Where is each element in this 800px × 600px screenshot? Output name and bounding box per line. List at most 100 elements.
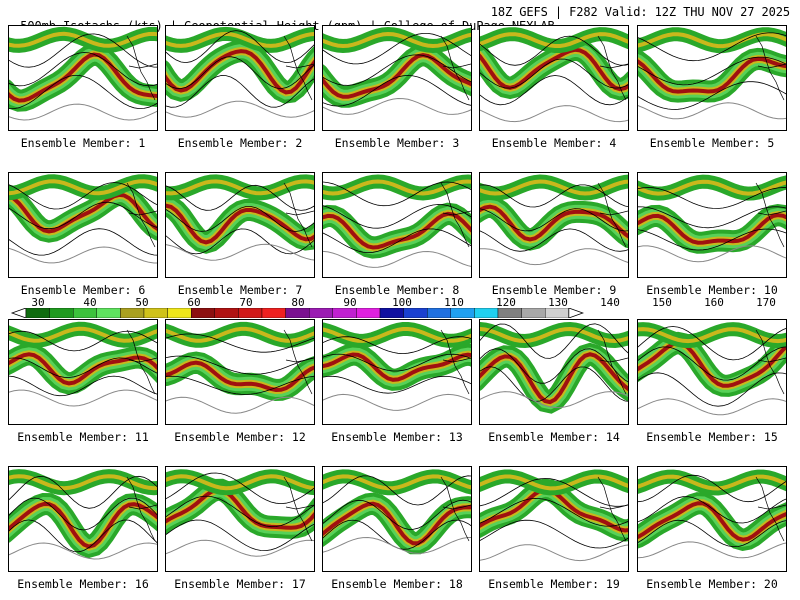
isotach-band [638, 32, 786, 49]
height-contour [323, 204, 471, 229]
ensemble-member-label: Ensemble Member: 17 [174, 577, 306, 591]
coastline [597, 329, 628, 395]
height-contour [638, 326, 786, 361]
colorbar-swatch [450, 308, 475, 318]
colorbar-swatch [309, 308, 334, 318]
height-contour [638, 398, 786, 416]
isotach-band [638, 179, 786, 196]
height-contour [166, 100, 314, 118]
height-contour [166, 539, 314, 557]
ensemble-member-map [322, 25, 472, 131]
height-contour [480, 248, 628, 266]
isotach-band [638, 213, 786, 245]
isotach-band [480, 352, 628, 405]
coastline [283, 182, 314, 248]
ensemble-member-map [479, 25, 629, 131]
isotach-band [480, 474, 628, 491]
colorbar-swatch [25, 308, 50, 318]
height-contour [323, 375, 471, 394]
height-contour [9, 330, 157, 352]
height-contour [480, 208, 628, 232]
isotach-band [323, 211, 471, 250]
isotach-band [480, 326, 628, 344]
isotach-band [323, 352, 471, 382]
colorbar-tick-label: 120 [496, 296, 516, 309]
ensemble-member-label: Ensemble Member: 19 [488, 577, 620, 591]
height-contour [480, 228, 628, 252]
height-contour [9, 475, 157, 509]
isotach-band [480, 204, 628, 242]
isotach-band [323, 474, 471, 491]
colorbar-swatches [10, 308, 584, 318]
colorbar-tick-label: 80 [291, 296, 305, 309]
height-contour [480, 366, 628, 402]
map-title: 500mb Isotachs (kts) | Geopotential Heig… [6, 5, 796, 33]
coastline [283, 35, 314, 101]
isotach-band [166, 326, 314, 343]
coastline [755, 329, 786, 395]
height-contour [9, 75, 157, 110]
colorbar-swatch [332, 308, 357, 318]
colorbar-tick-label: 90 [343, 296, 357, 309]
coastline [440, 476, 471, 542]
ensemble-member-label: Ensemble Member: 3 [334, 136, 460, 150]
ensemble-member-map [322, 319, 472, 425]
ensemble-member-map [637, 466, 787, 572]
colorbar-swatch [238, 308, 263, 318]
coastline [126, 329, 157, 395]
isotach-band [638, 474, 786, 491]
isotach-band [323, 327, 471, 343]
height-contour [638, 32, 786, 62]
height-contour [638, 372, 786, 407]
height-contour [9, 375, 157, 397]
ensemble-member-map [8, 25, 158, 131]
coastline [755, 35, 786, 101]
ensemble-member-map [479, 172, 629, 278]
height-contour [323, 536, 471, 554]
isotach-band [9, 501, 157, 549]
colorbar-swatch [96, 308, 121, 318]
height-contour [9, 103, 157, 121]
colorbar-tick-label: 150 [652, 296, 672, 309]
height-contour [9, 52, 157, 87]
ensemble-member-map [637, 319, 787, 425]
isotach-band [166, 487, 314, 530]
ensemble-member-map [637, 25, 787, 131]
height-contour [480, 105, 628, 123]
colorbar-swatch [214, 308, 239, 318]
isotach-band [323, 53, 471, 99]
height-contour [480, 478, 628, 507]
isotach-band [638, 501, 786, 542]
height-contour [638, 187, 786, 209]
height-contour [323, 393, 471, 411]
isotach-band [166, 179, 314, 196]
height-contour [638, 245, 786, 263]
height-contour [166, 206, 314, 232]
height-contour [480, 391, 628, 409]
coastline [755, 182, 786, 248]
isotach-band [166, 474, 314, 491]
colorbar-tick-label: 140 [600, 296, 620, 309]
ensemble-member-map [322, 466, 472, 572]
isotach-band [166, 360, 314, 393]
height-contour [166, 75, 314, 108]
height-contour [166, 375, 314, 395]
ensemble-member-map [165, 466, 315, 572]
height-contour [9, 542, 157, 560]
colorbar-tick-label: 130 [548, 296, 568, 309]
ensemble-member-label: Ensemble Member: 16 [17, 577, 149, 591]
ensemble-member-map [8, 466, 158, 572]
colorbar-swatch [72, 308, 97, 318]
ensemble-member-map [165, 319, 315, 425]
height-contour [323, 97, 471, 115]
coastline [597, 35, 628, 101]
ensemble-member-label: Ensemble Member: 6 [20, 283, 146, 297]
colorbar-swatch [261, 308, 286, 318]
colorbar-tick-label: 50 [135, 296, 149, 309]
colorbar-tick-label: 170 [756, 296, 776, 309]
isotach-band [9, 192, 157, 234]
isotach-band [9, 31, 157, 48]
ensemble-member-map [479, 466, 629, 572]
height-contour [9, 519, 157, 553]
height-contour [480, 58, 628, 89]
